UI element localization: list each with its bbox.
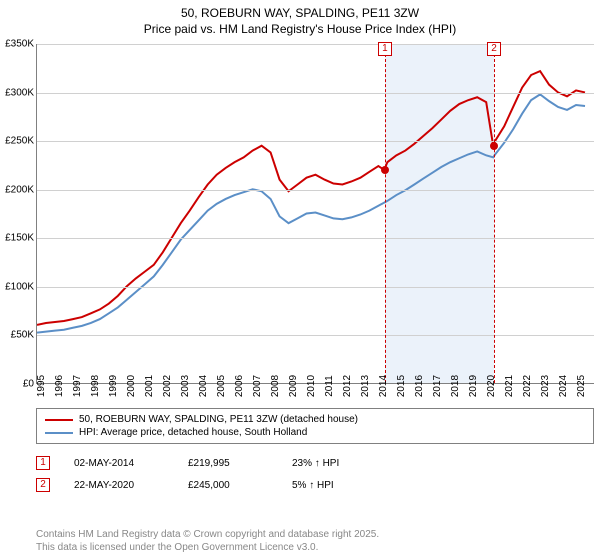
x-tick-label: 1995 [36, 375, 54, 397]
x-tick-label: 2025 [576, 375, 594, 397]
y-tick-label: £100K [5, 281, 34, 292]
y-tick-label: £50K [11, 330, 34, 341]
legend-swatch [45, 432, 73, 434]
legend-label: HPI: Average price, detached house, Sout… [79, 427, 307, 438]
x-tick-label: 2011 [324, 375, 342, 397]
data-price: £245,000 [188, 480, 268, 491]
y-tick-label: £350K [5, 39, 34, 50]
x-tick-label: 2019 [468, 375, 486, 397]
y-axis: £0£50K£100K£150K£200K£250K£300K£350K [0, 44, 36, 404]
line-series [37, 44, 594, 383]
title-line-2: Price paid vs. HM Land Registry's House … [0, 22, 600, 38]
marker-line [385, 44, 386, 383]
x-tick-label: 1996 [54, 375, 72, 397]
x-tick-label: 2003 [180, 375, 198, 397]
x-tick-label: 2000 [126, 375, 144, 397]
x-tick-label: 1998 [90, 375, 108, 397]
legend-section: 50, ROEBURN WAY, SPALDING, PE11 3ZW (det… [36, 408, 594, 496]
footer-line-1: Contains HM Land Registry data © Crown c… [36, 528, 594, 541]
y-tick-label: £250K [5, 136, 34, 147]
x-tick-label: 1997 [72, 375, 90, 397]
legend-item: HPI: Average price, detached house, Sout… [45, 426, 585, 439]
data-point-row: 1 02-MAY-2014 £219,995 23% ↑ HPI [36, 452, 594, 474]
legend-item: 50, ROEBURN WAY, SPALDING, PE11 3ZW (det… [45, 413, 585, 426]
chart-container: 50, ROEBURN WAY, SPALDING, PE11 3ZW Pric… [0, 0, 600, 560]
data-date: 22-MAY-2020 [74, 480, 164, 491]
x-tick-label: 2013 [360, 375, 378, 397]
x-tick-label: 2001 [144, 375, 162, 397]
x-tick-label: 2009 [288, 375, 306, 397]
x-tick-label: 2006 [234, 375, 252, 397]
y-tick-label: £300K [5, 87, 34, 98]
x-tick-label: 2007 [252, 375, 270, 397]
x-tick-label: 2023 [540, 375, 558, 397]
marker-badge: 1 [36, 456, 50, 470]
data-delta: 23% ↑ HPI [292, 458, 339, 469]
x-tick-label: 2022 [522, 375, 540, 397]
x-tick-label: 2012 [342, 375, 360, 397]
x-tick-label: 2018 [450, 375, 468, 397]
marker-flag: 2 [487, 42, 501, 56]
legend-swatch [45, 419, 73, 421]
footer-line-2: This data is licensed under the Open Gov… [36, 541, 594, 554]
x-tick-label: 2021 [504, 375, 522, 397]
legend-label: 50, ROEBURN WAY, SPALDING, PE11 3ZW (det… [79, 414, 358, 425]
x-tick-label: 2016 [414, 375, 432, 397]
x-tick-label: 2005 [216, 375, 234, 397]
y-tick-label: £150K [5, 233, 34, 244]
x-tick-label: 2015 [396, 375, 414, 397]
legend-box: 50, ROEBURN WAY, SPALDING, PE11 3ZW (det… [36, 408, 594, 444]
data-delta: 5% ↑ HPI [292, 480, 334, 491]
x-tick-label: 2004 [198, 375, 216, 397]
x-tick-label: 2017 [432, 375, 450, 397]
data-point-rows: 1 02-MAY-2014 £219,995 23% ↑ HPI 2 22-MA… [36, 452, 594, 496]
marker-line [494, 44, 495, 383]
footer-attribution: Contains HM Land Registry data © Crown c… [36, 528, 594, 554]
data-point-row: 2 22-MAY-2020 £245,000 5% ↑ HPI [36, 474, 594, 496]
y-tick-label: £0 [23, 379, 34, 390]
x-tick-label: 2020 [486, 375, 504, 397]
x-axis: 1995199619971998199920002001200220032004… [36, 384, 594, 404]
x-tick-label: 2010 [306, 375, 324, 397]
x-tick-label: 2024 [558, 375, 576, 397]
marker-dot [490, 142, 498, 150]
data-date: 02-MAY-2014 [74, 458, 164, 469]
x-tick-label: 2014 [378, 375, 396, 397]
y-tick-label: £200K [5, 184, 34, 195]
marker-dot [381, 166, 389, 174]
plot-area: 12 [36, 44, 594, 384]
marker-badge: 2 [36, 478, 50, 492]
title-line-1: 50, ROEBURN WAY, SPALDING, PE11 3ZW [0, 6, 600, 22]
x-tick-label: 2008 [270, 375, 288, 397]
data-price: £219,995 [188, 458, 268, 469]
chart-title: 50, ROEBURN WAY, SPALDING, PE11 3ZW Pric… [0, 0, 600, 37]
x-tick-label: 1999 [108, 375, 126, 397]
marker-flag: 1 [378, 42, 392, 56]
chart-area: £0£50K£100K£150K£200K£250K£300K£350K 12 … [0, 44, 600, 404]
x-tick-label: 2002 [162, 375, 180, 397]
